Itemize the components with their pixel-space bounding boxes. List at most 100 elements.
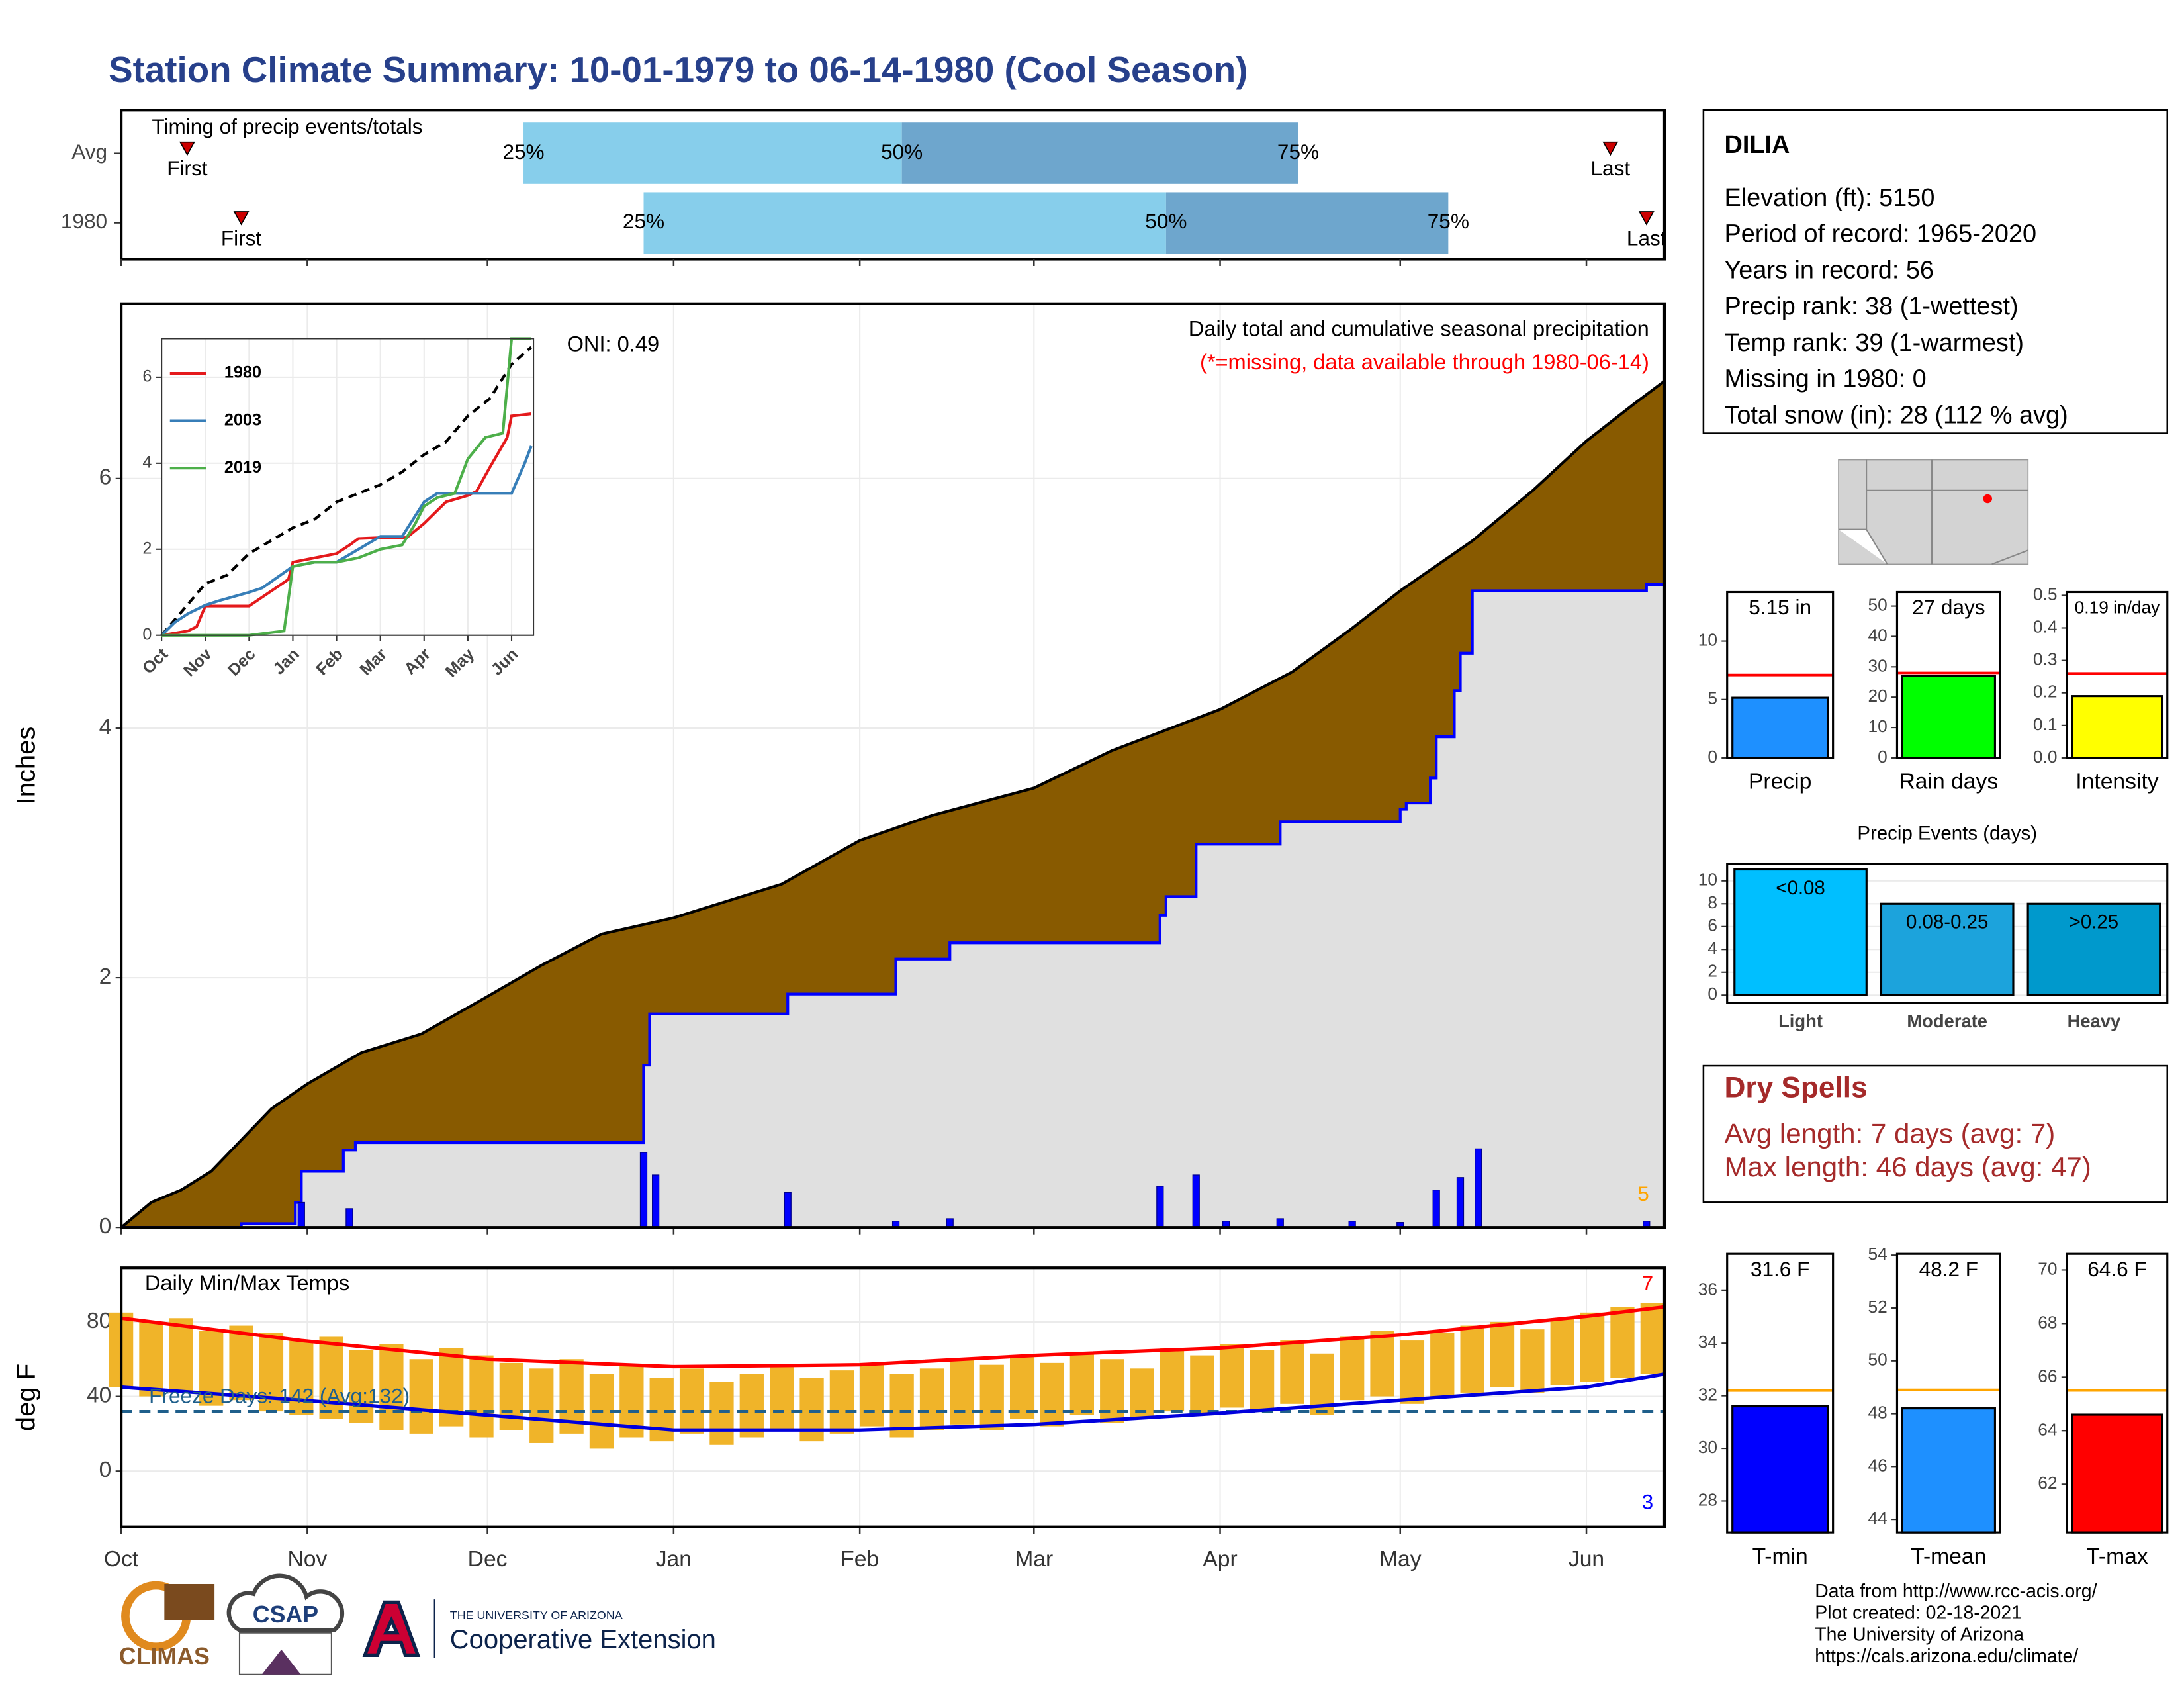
value-label: 27 days [1912,595,1985,619]
temp-range-bar [1460,1325,1484,1393]
frame [119,1266,1666,1528]
x-tick-label: Jan [656,1547,692,1571]
temp-range-bar [229,1325,253,1401]
frame [1895,1252,2001,1534]
category-label: T-mean [1911,1544,1986,1569]
y-tick-label: 4 [1707,938,1717,958]
x-tick-label: Feb [312,645,347,679]
quartile-label: 75% [1277,140,1319,164]
frame [119,109,1666,261]
y-tick-label: 44 [1868,1508,1887,1528]
x-tick-label: May [442,645,478,681]
y-tick-label: 0 [1707,747,1717,767]
bar [1733,868,1868,996]
y-tick-label: 0.0 [2033,747,2058,767]
y-tick-label: 6 [142,367,152,386]
temp-range-bar [1400,1340,1425,1404]
temp-range-bar [709,1382,734,1445]
temp-range-bar [1580,1312,1605,1382]
chart-subtitle: (*=missing, data available through 1980-… [1200,350,1649,374]
y-tick-label: 52 [1868,1297,1887,1317]
x-tick-label: Apr [1203,1547,1237,1571]
series-line [161,337,531,637]
min-count: 3 [1642,1489,1654,1513]
y-tick-label: 10 [1698,870,1717,890]
average-line [120,380,1666,1229]
temp-range-bar [1340,1336,1365,1401]
daily-bar [652,1174,660,1228]
y-tick-label: 48 [1868,1403,1887,1423]
daily-bar [1192,1174,1200,1228]
value-label: 31.6 F [1751,1257,1809,1281]
y-axis-label: Inches [12,727,41,805]
frame [1726,1252,1835,1534]
station-box [1702,109,2169,434]
y-tick-label: 2 [99,964,112,989]
category-label: Intensity [2075,770,2159,794]
temp-range-bar [1550,1318,1574,1385]
bar-label: <0.08 [1776,877,1825,899]
temp-range-bar [1040,1362,1064,1427]
y-tick-label: 6 [1707,915,1717,935]
bar [2026,902,2161,996]
temp-range-bar [1610,1307,1635,1378]
logos: CLIMAS CSAP THE UNIVERSITY OF ARIZONA Co… [119,1573,716,1675]
x-tick-label: Jun [1569,1547,1604,1571]
series-line [160,445,533,637]
x-tick-label: Dec [224,645,259,680]
cumulative-line [121,583,1664,1229]
inset-background [161,338,534,635]
y-tick-label: 0 [99,1458,112,1482]
annotation: ONI: 0.49 [567,332,660,356]
dry-spell-line: Max length: 46 days (avg: 47) [1724,1151,2091,1182]
station-line: Years in record: 56 [1724,256,1934,284]
y-axis-label: deg F [12,1364,41,1431]
station-line: Total snow (in): 28 (112 % avg) [1724,401,2068,429]
dry-spell-line: Avg length: 7 days (avg: 7) [1724,1117,2055,1149]
row-label: Avg [71,140,107,164]
last-label: Last [1627,226,1666,250]
bar [1901,1407,1996,1534]
y-tick-label: 36 [1698,1280,1717,1299]
temp-range-bar [1160,1348,1185,1412]
y-tick-label: 6 [99,465,112,490]
x-tick-label: Feb [841,1547,879,1571]
annotation: Freeze Days: 142 (Avg:132) [149,1383,410,1407]
cumulative-area [121,585,1664,1228]
quartile-bar [523,122,902,184]
quartile-label: 50% [881,140,923,164]
temp-range-bar [169,1318,193,1393]
chart-title: Daily Min/Max Temps [145,1270,349,1295]
station-line: Elevation (ft): 5150 [1724,184,1934,212]
temp-range-bar [1009,1355,1034,1419]
y-tick-label: 34 [1698,1332,1717,1352]
y-tick-label: 40 [1868,625,1887,645]
temp-range-bar [319,1336,343,1419]
y-tick-label: 20 [1868,686,1887,706]
bar [1880,902,2015,996]
temp-range-bar [829,1370,854,1434]
frame [119,302,1666,1229]
logo-text: CSAP [253,1601,318,1628]
category-label: Precip [1749,770,1811,794]
logo-text: THE UNIVERSITY OF ARIZONA [450,1609,623,1622]
category-label: T-min [1752,1544,1808,1569]
category-label: Heavy [2068,1011,2121,1031]
bar-label: >0.25 [2070,912,2119,933]
first-label: First [221,226,262,250]
temp-range-bar [379,1344,404,1430]
y-tick-label: 2 [142,539,152,557]
x-tick-label: Oct [104,1547,139,1571]
dry-spells-box [1702,1064,2169,1203]
y-tick-label: 46 [1868,1455,1887,1475]
y-tick-label: 54 [1868,1244,1887,1264]
temp-range-bar [950,1359,974,1425]
bar [1731,696,1829,759]
temp-range-bar [1069,1351,1095,1415]
y-tick-label: 2 [1707,961,1717,981]
y-tick-label: 40 [87,1383,111,1407]
daily-bar [1456,1177,1465,1228]
last-label: Last [1591,156,1631,180]
x-tick-label: Nov [180,645,216,680]
timing-marker [233,211,250,226]
